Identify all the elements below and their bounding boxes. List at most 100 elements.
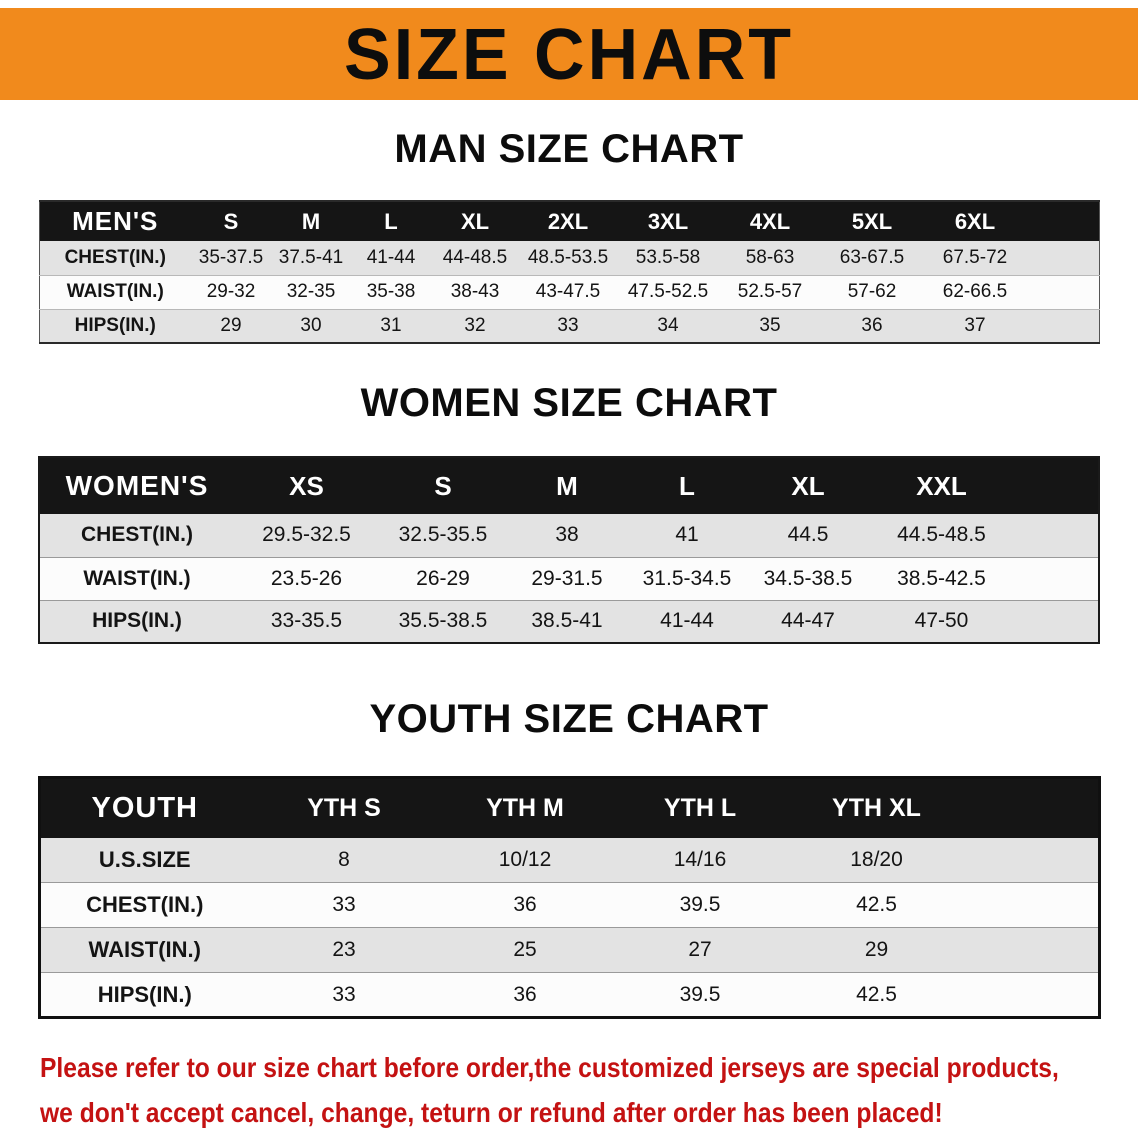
men-size-table: MEN'S S M L XL 2XL 3XL 4XL 5XL 6XL CHEST… bbox=[38, 200, 1100, 344]
value-cell: 36 bbox=[513, 893, 537, 916]
disclaimer-line-1: Please refer to our size chart before or… bbox=[40, 1052, 1059, 1083]
value-cell: 18/20 bbox=[850, 847, 903, 871]
value-cell: 53.5-58 bbox=[635, 246, 701, 268]
value-cell: 29.5-32.5 bbox=[262, 523, 351, 547]
size-header-cell: XL bbox=[460, 208, 490, 234]
men-chest-row: CHEST(IN.) 35-37.5 37.5-41 41-44 44-48.5… bbox=[39, 241, 1099, 275]
value-cell: 43-47.5 bbox=[535, 281, 601, 302]
women-chest-row: CHEST(IN.) 29.5-32.5 32.5-35.5 38 41 44.… bbox=[39, 514, 1099, 557]
value-cell: 23.5-26 bbox=[270, 566, 343, 590]
value-cell: 29 bbox=[220, 314, 242, 336]
spacer-cell bbox=[964, 928, 1099, 973]
value-cell: 30 bbox=[300, 314, 322, 336]
value-cell: 33 bbox=[557, 314, 579, 336]
size-header-cell: YTH M bbox=[486, 793, 564, 822]
youth-chart-heading: YOUTH SIZE CHART bbox=[369, 697, 769, 741]
row-label: CHEST(IN.) bbox=[64, 246, 166, 268]
value-cell: 29 bbox=[864, 938, 889, 961]
youth-header-row: YOUTH YTH S YTH M YTH L YTH XL bbox=[39, 777, 1099, 838]
value-cell: 38-43 bbox=[450, 281, 500, 302]
size-header-cell: XS bbox=[289, 470, 324, 501]
spacer-cell bbox=[1014, 514, 1099, 557]
value-cell: 39.5 bbox=[679, 982, 721, 1006]
value-cell: 42.5 bbox=[856, 982, 897, 1006]
value-cell: 32-35 bbox=[286, 281, 336, 302]
spacer-cell bbox=[1014, 600, 1099, 643]
value-cell: 26-29 bbox=[416, 566, 470, 590]
order-disclaimer: Please refer to our size chart before or… bbox=[40, 1045, 1059, 1135]
spacer-cell bbox=[1014, 557, 1099, 600]
size-header-cell: YTH XL bbox=[832, 793, 921, 822]
women-size-table: WOMEN'S XS S M L XL XXL CHEST(IN.) 29.5-… bbox=[38, 456, 1100, 644]
value-cell: 35-38 bbox=[366, 281, 416, 302]
row-label: WAIST(IN.) bbox=[66, 281, 164, 302]
row-label: HIPS(IN.) bbox=[74, 314, 156, 336]
value-cell: 57-62 bbox=[847, 281, 897, 302]
value-cell: 29-32 bbox=[206, 281, 256, 302]
value-cell: 37 bbox=[964, 314, 986, 336]
value-cell: 27 bbox=[688, 938, 712, 961]
youth-chest-row: CHEST(IN.) 33 36 39.5 42.5 bbox=[39, 882, 1099, 928]
value-cell: 36 bbox=[861, 314, 883, 336]
value-cell: 34.5-38.5 bbox=[763, 566, 853, 590]
row-label: WAIST(IN.) bbox=[83, 566, 191, 590]
spacer-cell bbox=[1027, 275, 1099, 309]
men-table-title: MEN'S bbox=[72, 206, 159, 236]
value-cell: 29-31.5 bbox=[531, 566, 603, 590]
value-cell: 38 bbox=[555, 523, 579, 547]
value-cell: 52.5-57 bbox=[737, 281, 803, 302]
value-cell: 38.5-41 bbox=[531, 609, 603, 633]
spacer-cell bbox=[1027, 201, 1099, 241]
value-cell: 62-66.5 bbox=[942, 281, 1008, 302]
women-waist-row: WAIST(IN.) 23.5-26 26-29 29-31.5 31.5-34… bbox=[39, 557, 1099, 600]
value-cell: 31 bbox=[380, 314, 402, 336]
row-label: CHEST(IN.) bbox=[86, 892, 204, 917]
men-waist-row: WAIST(IN.) 29-32 32-35 35-38 38-43 43-47… bbox=[39, 275, 1099, 309]
value-cell: 48.5-53.5 bbox=[527, 246, 609, 268]
value-cell: 32 bbox=[464, 314, 486, 336]
spacer-cell bbox=[1014, 457, 1099, 514]
spacer-cell bbox=[964, 883, 1099, 928]
size-header-cell: M bbox=[301, 208, 321, 234]
value-cell: 63-67.5 bbox=[839, 246, 905, 268]
spacer-cell bbox=[964, 973, 1099, 1018]
men-hips-row: HIPS(IN.) 29 30 31 32 33 34 35 36 37 bbox=[39, 309, 1099, 343]
size-chart-banner: SIZE CHART bbox=[0, 8, 1138, 100]
size-header-cell: 5XL bbox=[851, 208, 893, 234]
value-cell: 67.5-72 bbox=[942, 246, 1008, 268]
women-header-row: WOMEN'S XS S M L XL XXL bbox=[39, 457, 1099, 514]
value-cell: 10/12 bbox=[498, 847, 552, 871]
row-label: HIPS(IN.) bbox=[97, 981, 192, 1007]
youth-size-table: YOUTH YTH S YTH M YTH L YTH XL U.S.SIZE … bbox=[37, 776, 1101, 1019]
women-table-title: WOMEN'S bbox=[65, 470, 209, 501]
size-header-cell: S bbox=[434, 470, 452, 501]
value-cell: 41 bbox=[675, 523, 699, 547]
men-chart-heading: MAN SIZE CHART bbox=[394, 127, 744, 171]
women-hips-row: HIPS(IN.) 33-35.5 35.5-38.5 38.5-41 41-4… bbox=[39, 600, 1099, 643]
value-cell: 44-47 bbox=[781, 609, 835, 633]
disclaimer-line-2: we don't accept cancel, change, teturn o… bbox=[40, 1097, 943, 1128]
value-cell: 41-44 bbox=[660, 609, 714, 633]
value-cell: 25 bbox=[513, 938, 537, 961]
spacer-cell bbox=[964, 778, 1099, 838]
youth-ussize-row: U.S.SIZE 8 10/12 14/16 18/20 bbox=[39, 837, 1099, 883]
row-label: HIPS(IN.) bbox=[92, 609, 182, 633]
value-cell: 36 bbox=[513, 982, 537, 1006]
size-header-cell: L bbox=[384, 208, 398, 234]
value-cell: 41-44 bbox=[366, 246, 416, 268]
value-cell: 35.5-38.5 bbox=[398, 609, 488, 633]
value-cell: 58-63 bbox=[745, 246, 795, 268]
value-cell: 42.5 bbox=[856, 893, 897, 916]
page-title: SIZE CHART bbox=[344, 13, 794, 95]
value-cell: 14/16 bbox=[673, 847, 727, 871]
value-cell: 37.5-41 bbox=[278, 246, 344, 268]
spacer-cell bbox=[964, 838, 1099, 883]
value-cell: 47-50 bbox=[914, 609, 969, 633]
value-cell: 38.5-42.5 bbox=[897, 566, 986, 590]
value-cell: 23 bbox=[332, 938, 356, 961]
value-cell: 32.5-35.5 bbox=[398, 523, 488, 547]
spacer-cell bbox=[1027, 309, 1099, 343]
row-label: WAIST(IN.) bbox=[88, 937, 201, 962]
size-header-cell: 2XL bbox=[547, 208, 589, 234]
value-cell: 35-37.5 bbox=[198, 246, 264, 268]
